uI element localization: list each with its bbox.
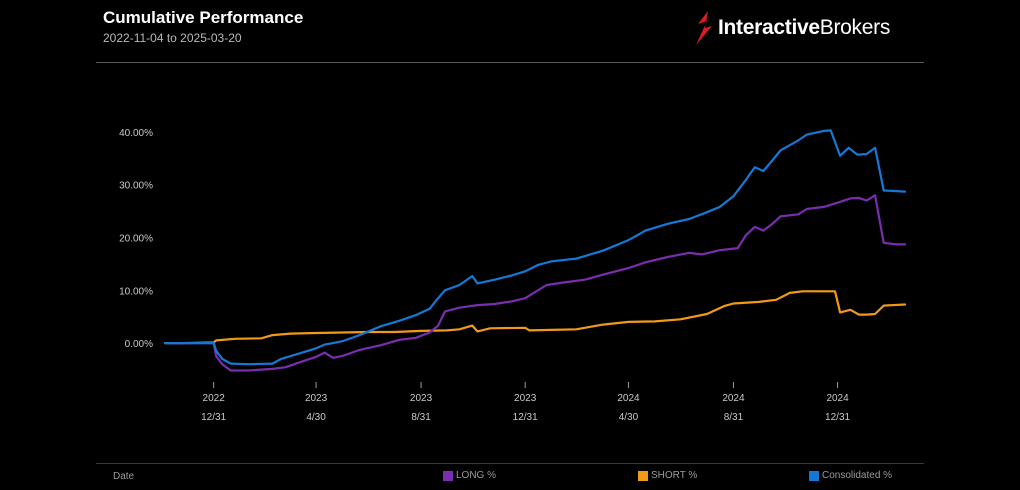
consolidated-series-line [163,129,907,366]
x-tick-label-date: 12/31 [825,412,850,423]
performance-chart: 0.00%10.00%20.00%30.00%40.00% 202212/312… [119,128,907,423]
x-tick-label-year: 2024 [826,393,849,404]
long-series-line [163,194,907,372]
date-range-subtitle: 2022-11-04 to 2025-03-20 [103,31,242,45]
legend-label-long: LONG % [456,470,497,481]
x-tick-label-year: 2023 [514,393,537,404]
y-tick-label: 30.00% [119,181,153,192]
chart-title: Cumulative Performance [103,8,304,27]
legend-swatch-short [638,470,648,481]
brand-name-regular: Brokers [819,16,891,39]
x-tick-label-year: 2023 [305,393,328,404]
x-tick-label-year: 2024 [617,393,640,404]
x-tick-label-year: 2022 [203,393,226,404]
x-tick-label-date: 4/30 [619,412,639,423]
y-tick-label: 40.00% [119,128,153,139]
x-tick-label-date: 12/31 [201,412,226,423]
legend-swatch-consolidated [809,470,819,481]
x-tick-label-date: 8/31 [724,412,744,423]
legend-item-consolidated[interactable]: Consolidated % [809,470,892,481]
y-tick-label: 20.00% [119,234,153,245]
x-axis-title: Date [113,471,135,482]
series-lines [163,129,907,372]
legend-item-short[interactable]: SHORT % [638,470,697,481]
x-tick-label-date: 12/31 [513,412,538,423]
legend-item-long[interactable]: LONG % [443,470,496,481]
short-series-line [163,290,907,345]
interactive-brokers-logo: InteractiveBrokers [694,10,890,46]
x-axis: 2022 12/31 2023 4/30 2023 8/31 2023 12/31 2024 4/… [201,382,851,423]
x-tick-label-year: 2024 [722,393,745,404]
header-divider [96,62,924,63]
legend-swatch-long [443,470,453,481]
footer-divider [96,463,924,464]
legend-label-consolidated: Consolidated % [822,470,893,481]
y-tick-label: 0.00% [125,339,153,350]
x-tick-label-date: 4/30 [306,412,326,423]
legend-label-short: SHORT % [651,470,698,481]
x-tick-label-year: 2023 [410,393,433,404]
brand-name: InteractiveBrokers [718,16,890,40]
y-axis: 0.00% 10.00% 20.00% 30.00% 40.00% [119,128,153,350]
brand-logo-icon [696,11,712,45]
brand-name-bold: Interactive [718,16,820,39]
x-tick-label-date: 8/31 [411,412,431,423]
y-tick-label: 10.00% [119,286,153,297]
